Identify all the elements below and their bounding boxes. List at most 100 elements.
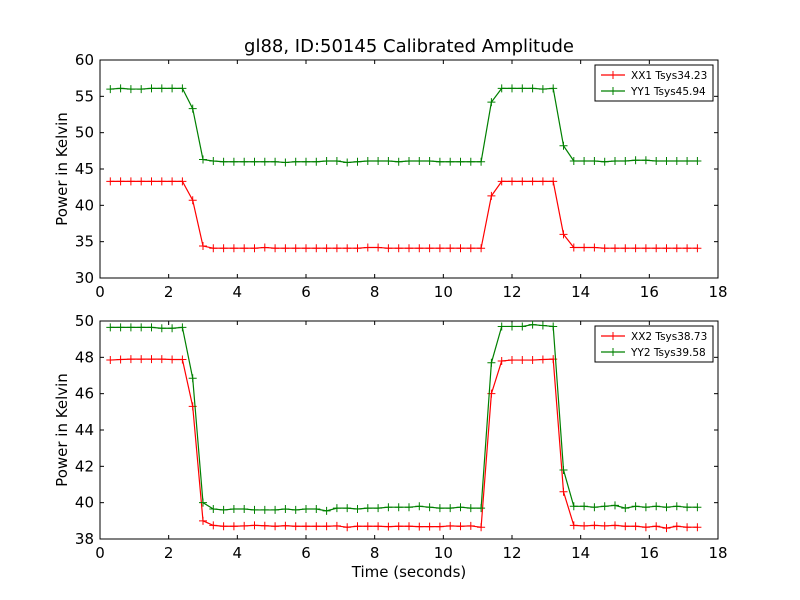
data-point-marker [621,244,630,253]
data-point-marker [508,84,516,93]
data-point-marker [240,244,249,253]
data-point-marker [291,522,300,531]
data-point-marker [384,503,393,512]
data-point-marker [693,523,702,532]
data-point-marker [353,522,362,531]
data-point-marker [672,502,681,511]
data-point-marker [137,85,146,94]
data-point-marker [178,355,187,364]
data-point-marker [312,244,321,253]
data-point-marker [157,177,166,186]
data-point-marker [126,323,135,332]
data-point-marker [466,504,475,513]
data-point-marker [229,157,238,166]
data-point-marker [456,244,465,253]
series-line [110,324,698,512]
legend-entry-label: YY2 Tsys39.58 [630,347,706,359]
x-tick-label: 2 [164,544,174,562]
data-point-marker [621,522,630,531]
data-point-marker [477,157,486,166]
y-tick-label: 50 [75,312,94,330]
data-point-marker [157,84,166,93]
data-point-marker [168,84,177,93]
data-point-marker [281,521,290,530]
legend-box [594,64,714,102]
data-point-marker [209,244,218,253]
data-point-marker [538,177,547,186]
data-point-marker [662,244,671,253]
data-point-marker [106,356,115,365]
data-point-marker [147,177,156,186]
data-point-marker [168,177,177,186]
data-point-marker [549,177,558,186]
legend-swatch-marker [609,87,617,95]
data-point-marker [538,321,547,330]
data-point-marker [693,503,702,512]
data-point-marker [219,244,228,253]
data-point-marker [683,157,692,166]
data-point-marker [363,157,372,166]
data-point-marker [415,522,424,531]
x-tick-label: 8 [370,283,380,301]
data-point-marker [302,157,310,166]
data-point-marker [528,177,537,186]
data-point-marker [466,157,475,166]
y-tick-label: 46 [75,385,94,403]
data-point-marker [322,506,331,515]
data-point-marker [631,156,640,165]
data-point-marker [652,157,661,166]
data-point-marker [291,505,300,514]
data-point-marker [302,505,310,514]
data-point-marker [199,498,207,507]
data-point-marker [147,84,156,93]
data-point-marker [332,504,341,513]
data-point-marker [209,521,218,530]
x-tick-label: 14 [571,544,590,562]
x-tick-label: 6 [301,283,311,301]
data-point-marker [569,521,578,530]
data-point-marker [126,355,135,364]
data-point-marker [229,244,238,253]
data-point-marker [508,356,516,365]
data-point-marker [116,84,125,93]
data-point-marker [332,521,341,530]
data-point-marker [137,323,146,332]
data-point-marker [611,521,619,530]
x-tick-label: 0 [95,544,105,562]
data-point-marker [353,157,362,166]
data-point-marker [260,157,269,166]
data-point-marker [250,521,259,530]
data-point-marker [260,521,269,530]
data-point-marker [250,157,259,166]
data-point-marker [477,523,486,532]
chart-title: gl88, ID:50145 Calibrated Amplitude [244,36,574,57]
data-point-marker [240,505,249,514]
x-tick-label: 16 [640,544,659,562]
data-point-marker [508,177,516,186]
data-point-marker [384,157,393,166]
data-point-marker [363,504,372,513]
data-point-marker [631,244,640,253]
y-tick-label: 55 [75,87,94,105]
data-point-marker [209,157,218,166]
data-point-marker [652,502,661,511]
data-point-marker [199,242,207,251]
data-point-marker [353,244,362,253]
data-point-marker [528,84,537,93]
data-point-marker [415,502,424,511]
data-point-marker [559,230,568,239]
data-point-marker [641,156,650,165]
data-point-marker [126,85,135,94]
data-point-marker [641,244,650,253]
x-tick-label: 14 [571,283,590,301]
data-point-marker [425,157,434,166]
data-point-marker [188,104,197,113]
y-tick-label: 40 [75,196,94,214]
data-point-marker [569,502,578,511]
data-point-marker [229,522,238,531]
series-1 [106,177,702,253]
data-point-marker [487,358,496,367]
data-point-marker [168,324,177,333]
